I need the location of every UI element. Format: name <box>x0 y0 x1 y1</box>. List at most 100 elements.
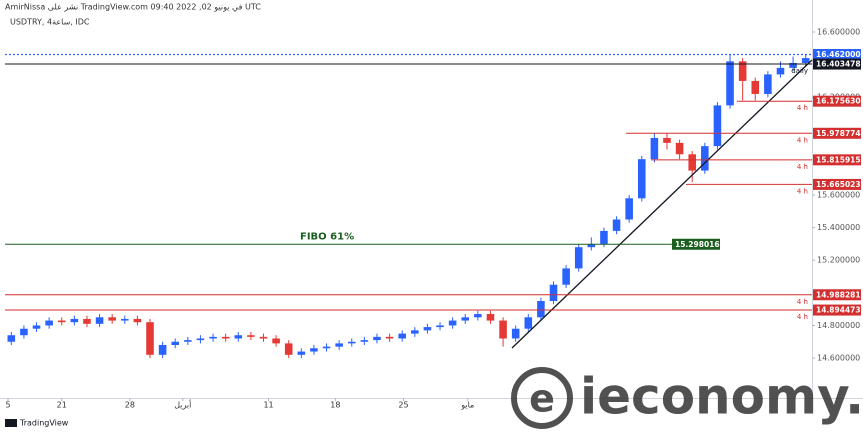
x-tick-label: 11 <box>263 401 273 410</box>
candle-body <box>764 74 772 94</box>
candle-body <box>20 328 28 336</box>
candle-body <box>171 341 180 346</box>
candle-body <box>234 335 243 339</box>
watermark-logo: e <box>511 367 573 429</box>
candle-body <box>625 198 633 220</box>
candle-body <box>373 336 381 341</box>
y-tick-label: 15.200000 <box>817 256 860 265</box>
candle-body <box>776 67 785 75</box>
candle-body <box>461 317 470 321</box>
candle-body <box>688 154 696 171</box>
watermark: ieconomy.io <box>580 368 863 426</box>
candle-body <box>801 58 810 63</box>
candle-body <box>209 336 217 339</box>
level-note: daily <box>791 67 808 75</box>
candle-body <box>701 146 709 171</box>
candle-body <box>284 343 293 355</box>
candle-body <box>184 340 192 342</box>
candle-body <box>158 345 167 355</box>
price-label: 14.988281 <box>816 290 861 299</box>
candle-body <box>448 320 457 326</box>
level-note: 4 h <box>797 313 808 321</box>
price-label-box <box>813 58 861 70</box>
price-label-box <box>813 95 861 107</box>
x-tick-label: 5 <box>5 401 10 410</box>
y-tick-label: 16.600000 <box>817 28 860 37</box>
candle-body <box>474 314 482 318</box>
candle-body <box>436 325 444 328</box>
logo-ring <box>511 367 573 429</box>
level-note: 4 h <box>797 187 808 195</box>
x-tick-label: 28 <box>125 401 135 410</box>
candle-body <box>45 320 53 326</box>
candle-body <box>57 320 66 323</box>
level-note: 4 h <box>797 104 808 112</box>
price-label-box <box>813 154 861 166</box>
candle-body <box>423 327 432 331</box>
publisher: AmirNissa نشر على TradingView.com في يون… <box>5 3 261 12</box>
candle-body <box>562 268 570 285</box>
candle-body <box>726 61 734 106</box>
level-note: FIBO 61% <box>300 231 354 242</box>
candle-body <box>310 348 318 352</box>
candle-body <box>524 317 533 329</box>
y-tick-label: 14.600000 <box>817 354 860 363</box>
candle-body <box>335 343 343 347</box>
candle-body <box>272 338 280 344</box>
x-tick-label: 18 <box>330 401 340 410</box>
brand-logo <box>5 419 17 427</box>
candle-body <box>587 243 596 248</box>
x-tick-label: مايو <box>460 401 474 410</box>
candle-body <box>360 340 369 342</box>
candle-body <box>650 137 659 160</box>
symbol: USDTRY, 4ساعة, IDC <box>10 18 90 27</box>
candle-body <box>738 61 747 81</box>
candle-body <box>83 318 91 324</box>
price-label: 15.815915 <box>816 155 861 164</box>
candle-body <box>70 318 79 323</box>
x-tick-label: 21 <box>57 401 67 410</box>
candle-body <box>574 247 583 269</box>
candle-body <box>196 338 205 341</box>
candle-body <box>385 336 394 339</box>
candle-body <box>247 335 255 337</box>
candle-body <box>297 351 306 355</box>
level-note: 4 h <box>797 298 808 306</box>
price-label: 14.894473 <box>816 306 861 315</box>
y-tick-label: 15.600000 <box>817 191 860 200</box>
level-note: 4 h <box>797 136 808 144</box>
candle-body <box>675 142 684 155</box>
candle-body <box>511 328 520 339</box>
logo-letter: e <box>529 377 555 421</box>
candle-body <box>789 62 797 68</box>
candle-body <box>322 346 331 349</box>
price-label-box <box>672 238 720 250</box>
candle-body <box>221 336 230 339</box>
price-label-box <box>813 127 861 139</box>
candle-body <box>600 230 608 244</box>
candle-body <box>108 317 116 321</box>
level-note: 4 h <box>797 163 808 171</box>
y-tick-label: 14.800000 <box>817 321 860 330</box>
candle-body <box>95 317 104 324</box>
brand: TradingView <box>19 419 69 428</box>
candle-body <box>713 105 722 147</box>
candle-body <box>549 284 558 301</box>
x-tick-label: أبريل <box>174 400 191 410</box>
candle-body <box>121 318 129 321</box>
price-label-box <box>813 304 861 316</box>
candle-body <box>499 320 507 339</box>
price-label: 16.403478 <box>816 60 861 69</box>
candle-body <box>398 333 406 339</box>
price-label: 16.175630 <box>816 97 861 106</box>
candle-body <box>612 219 621 231</box>
trend-line <box>511 59 813 349</box>
candle-body <box>411 330 419 334</box>
candle-body <box>537 301 545 318</box>
x-tick-label: 25 <box>398 401 408 410</box>
price-label-box <box>813 178 861 190</box>
price-label: 15.978774 <box>816 129 861 138</box>
